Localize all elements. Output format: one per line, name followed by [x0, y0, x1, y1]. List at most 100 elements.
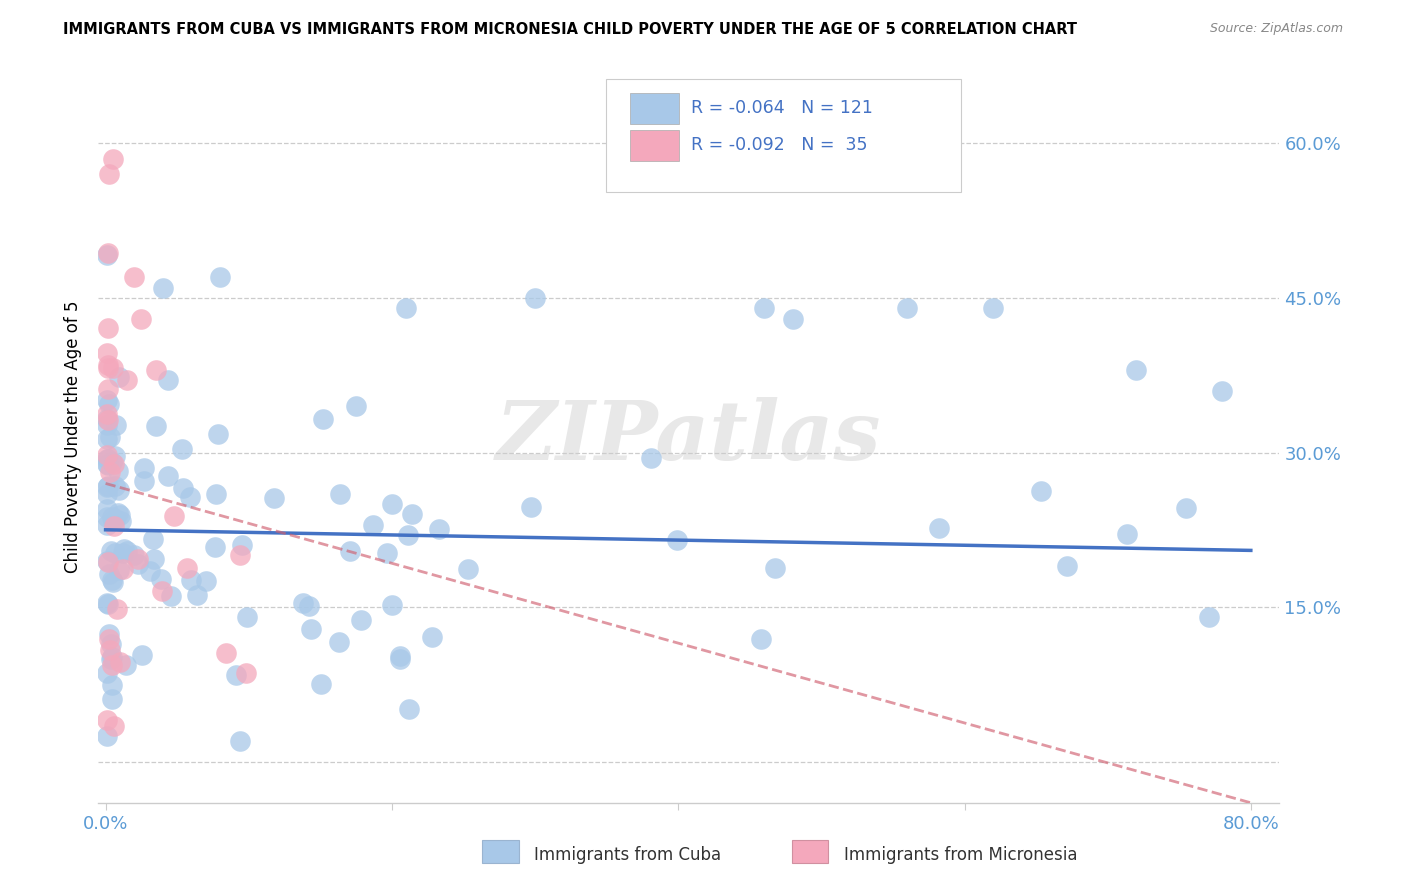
Point [145, 418, 167, 433]
Point [107, 506, 129, 520]
Point [263, 491, 285, 506]
Point [1029, 483, 1052, 498]
Text: Immigrants from Cuba: Immigrants from Cuba [534, 846, 721, 863]
Point [103, 575, 125, 590]
Point [97, 555, 120, 569]
Point [104, 512, 127, 526]
Point [229, 734, 252, 748]
Point [110, 514, 132, 528]
Point [96, 510, 118, 524]
Point [195, 574, 218, 589]
Point [180, 573, 202, 587]
Point [108, 369, 131, 384]
Point [395, 301, 418, 316]
Point [138, 564, 160, 578]
Point [235, 666, 257, 681]
Y-axis label: Child Poverty Under the Age of 5: Child Poverty Under the Age of 5 [65, 301, 83, 574]
Point [131, 648, 153, 663]
Point [427, 522, 450, 536]
Point [105, 417, 128, 432]
Point [97, 479, 120, 493]
Point [96, 502, 118, 516]
Point [640, 450, 662, 465]
Point [100, 455, 122, 469]
Point [97, 361, 120, 376]
Point [309, 676, 332, 690]
Point [163, 509, 186, 524]
Point [396, 527, 419, 541]
Point [114, 657, 136, 672]
Point [103, 718, 125, 732]
Point [112, 546, 135, 560]
Point [97, 627, 120, 641]
Point [108, 563, 131, 577]
Point [157, 373, 180, 387]
Point [101, 573, 124, 587]
FancyBboxPatch shape [630, 94, 679, 124]
Point [981, 301, 1004, 316]
Point [96, 248, 118, 262]
Point [111, 562, 134, 576]
Point [97, 451, 120, 466]
Text: R = -0.092   N =  35: R = -0.092 N = 35 [692, 136, 868, 153]
Point [389, 649, 412, 664]
Point [328, 635, 350, 649]
Point [170, 442, 193, 456]
Point [186, 588, 208, 602]
Point [101, 657, 124, 672]
Point [97, 245, 120, 260]
Point [103, 519, 125, 533]
Point [339, 544, 361, 558]
Point [96, 458, 118, 472]
Point [401, 507, 423, 521]
Point [101, 678, 124, 692]
Point [96, 729, 118, 743]
Point [96, 432, 118, 446]
Point [101, 510, 124, 524]
Point [96, 451, 118, 466]
Point [97, 632, 120, 646]
Point [98, 465, 121, 479]
Point [298, 599, 321, 613]
Point [132, 460, 155, 475]
Point [96, 392, 118, 407]
Point [112, 542, 135, 557]
Point [229, 548, 252, 562]
Point [96, 407, 118, 421]
Point [101, 650, 124, 665]
Point [132, 475, 155, 489]
Text: Source: ZipAtlas.com: Source: ZipAtlas.com [1209, 22, 1343, 36]
FancyBboxPatch shape [482, 840, 519, 863]
Text: R = -0.064   N = 121: R = -0.064 N = 121 [692, 99, 873, 117]
Point [205, 487, 228, 501]
Text: IMMIGRANTS FROM CUBA VS IMMIGRANTS FROM MICRONESIA CHILD POVERTY UNDER THE AGE O: IMMIGRANTS FROM CUBA VS IMMIGRANTS FROM … [63, 22, 1077, 37]
Point [665, 533, 688, 547]
Point [122, 548, 145, 562]
Point [96, 448, 118, 462]
Point [209, 270, 232, 285]
Point [159, 589, 181, 603]
Point [225, 668, 247, 682]
Point [763, 561, 786, 575]
Point [97, 458, 120, 473]
Point [172, 481, 194, 495]
Point [329, 487, 352, 501]
Point [97, 597, 120, 611]
Point [100, 544, 122, 558]
Point [176, 561, 198, 575]
Point [97, 321, 120, 335]
Point [1198, 609, 1220, 624]
Point [457, 562, 479, 576]
Point [524, 291, 547, 305]
Text: ZIPatlas: ZIPatlas [496, 397, 882, 477]
Point [142, 533, 165, 547]
Point [131, 311, 153, 326]
Point [96, 714, 118, 728]
Point [101, 692, 124, 706]
Point [749, 632, 772, 646]
Point [149, 572, 172, 586]
Point [127, 552, 149, 566]
Point [100, 652, 122, 666]
Point [231, 538, 253, 552]
Point [96, 418, 118, 433]
